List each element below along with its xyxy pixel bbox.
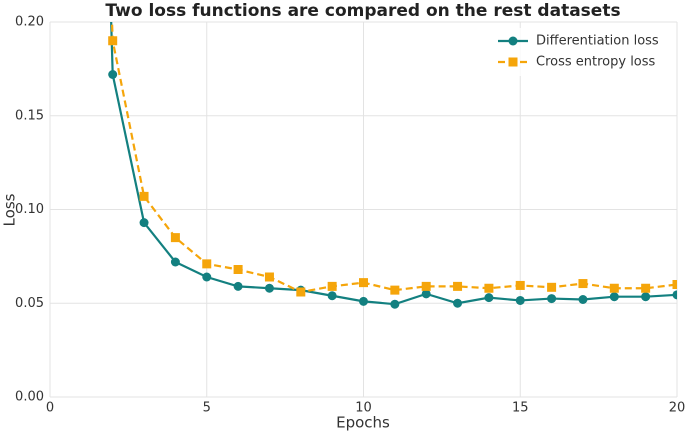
plot-area [108, 22, 677, 309]
marker [233, 281, 243, 291]
marker [421, 281, 431, 291]
marker [359, 278, 368, 288]
marker [672, 290, 677, 300]
y-tick-label: 0.15 [15, 108, 44, 123]
y-axis-label: Loss [1, 193, 19, 226]
marker [233, 265, 243, 274]
marker [202, 259, 212, 269]
grid-layer: 0.00 0.05 0.10 0.15 0.20 0 5 10 15 20 [15, 15, 685, 416]
legend: Differentiation loss Cross entropy loss [492, 28, 672, 76]
x-tick-label: 5 [203, 401, 211, 416]
marker [484, 283, 494, 293]
x-axis-label: Epochs [336, 414, 390, 432]
marker [453, 281, 463, 291]
marker [609, 283, 619, 293]
marker [202, 272, 212, 282]
legend-label: Cross entropy loss [536, 55, 656, 70]
legend-marker [508, 36, 518, 46]
marker [170, 257, 180, 267]
marker [641, 292, 651, 302]
marker [390, 285, 400, 295]
marker [264, 283, 274, 293]
x-tick-label: 0 [46, 401, 54, 416]
marker [390, 299, 400, 309]
legend-label: Differentiation loss [536, 34, 659, 49]
y-tick-label: 0.10 [15, 202, 44, 217]
x-tick-label: 10 [355, 401, 372, 416]
series-line [110, 22, 677, 306]
x-tick-label: 20 [669, 401, 685, 416]
marker [327, 291, 337, 301]
marker [296, 287, 306, 297]
marker [170, 233, 180, 243]
marker [547, 294, 557, 304]
marker [578, 279, 588, 289]
marker [515, 280, 525, 290]
marker [139, 218, 149, 228]
marker [672, 280, 677, 289]
marker [108, 36, 118, 46]
chart-title: Two loss functions are compared on the r… [105, 1, 620, 21]
marker [108, 70, 118, 79]
y-tick-label: 0.05 [15, 296, 44, 311]
marker [421, 289, 431, 299]
marker [641, 283, 651, 293]
legend-box [492, 28, 672, 76]
legend-marker [508, 57, 518, 67]
marker [264, 272, 274, 282]
marker [139, 191, 149, 201]
marker [359, 296, 368, 306]
marker [453, 298, 463, 308]
x-tick-label: 15 [512, 401, 529, 416]
marker [578, 295, 588, 304]
marker [609, 292, 619, 302]
marker [327, 281, 337, 291]
marker [484, 293, 494, 303]
y-tick-label: 0.20 [15, 15, 44, 30]
marker [515, 295, 525, 305]
series-line [110, 22, 677, 294]
y-tick-label: 0.00 [15, 390, 44, 405]
marker [547, 282, 557, 292]
